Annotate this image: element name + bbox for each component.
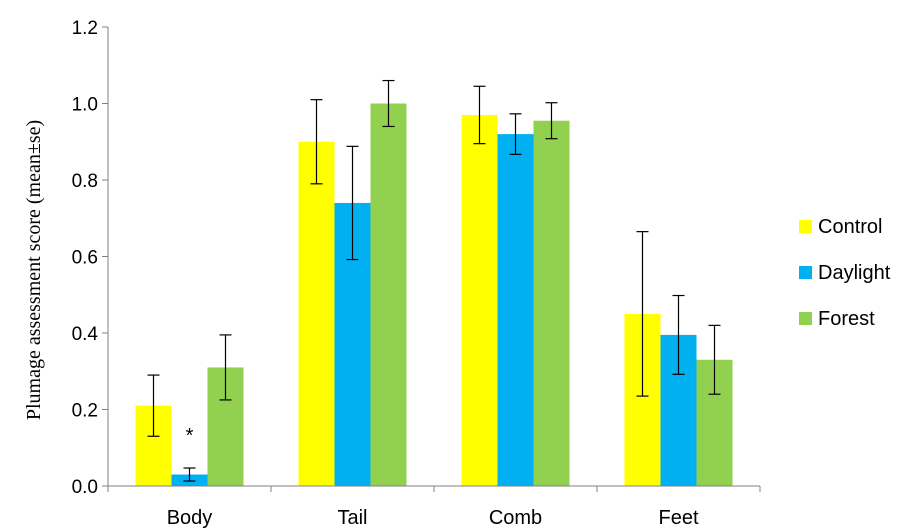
legend-swatch — [799, 220, 812, 233]
bar — [461, 114, 498, 486]
significance-marker: * — [186, 425, 194, 447]
y-tick-label: 0.8 — [72, 171, 98, 192]
x-tick-label: Body — [167, 507, 213, 529]
plot-area: * — [135, 79, 733, 487]
y-tick-label: 0.4 — [72, 324, 99, 345]
x-tick-label: Tail — [337, 507, 367, 529]
y-tick-label: 0.6 — [72, 248, 98, 269]
legend-label: Forest — [818, 308, 875, 330]
y-tick-label: 1.2 — [72, 18, 98, 39]
legend-label: Control — [818, 216, 882, 238]
legend-swatch — [799, 266, 812, 279]
x-tick-label: Feet — [658, 507, 698, 529]
y-tick-label: 0.0 — [72, 477, 98, 498]
legend-swatch — [799, 312, 812, 325]
bar — [298, 141, 335, 486]
legend-label: Daylight — [818, 262, 891, 284]
bar — [497, 134, 534, 486]
bar — [533, 120, 570, 487]
x-tick-label: Comb — [489, 507, 542, 529]
legend: Control Daylight Forest — [799, 216, 891, 330]
y-tick-label: 0.2 — [72, 401, 98, 422]
y-axis-label: Plumage assessment score (mean±se) — [23, 120, 45, 420]
bar — [370, 103, 407, 486]
y-tick-label: 1.0 — [72, 95, 98, 116]
axes: 0.0 0.2 0.4 0.6 0.8 1.0 1.2 Body Tail Comb Feet — [72, 18, 761, 529]
